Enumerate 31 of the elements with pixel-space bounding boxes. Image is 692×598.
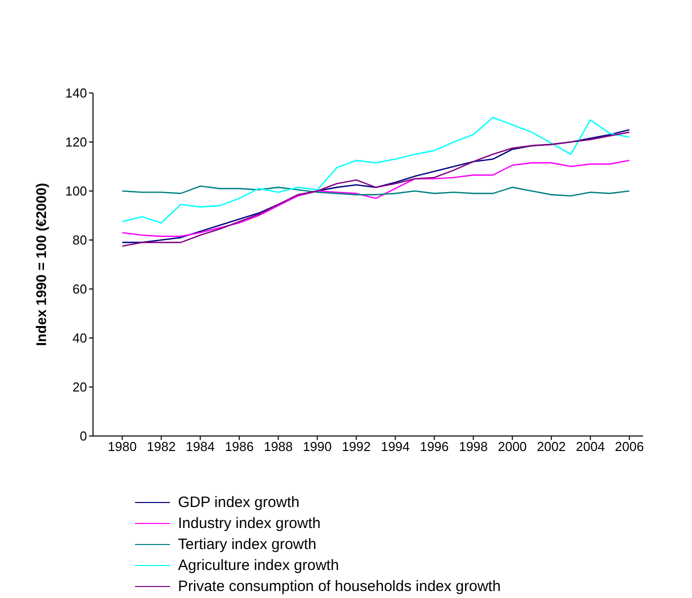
x-tick-label: 1998: [458, 439, 488, 454]
legend-label: Industry index growth: [178, 514, 321, 534]
line-series: [122, 160, 630, 237]
y-tick-label: 60: [72, 282, 87, 297]
legend-label: Tertiary index growth: [178, 535, 316, 555]
y-tick-label: 140: [65, 86, 87, 101]
x-tick-label: 1980: [108, 439, 137, 454]
y-tick-label: 80: [72, 232, 87, 248]
x-tick-label: 2006: [614, 439, 644, 454]
y-tick-label: 0: [80, 428, 87, 444]
y-tick-label: 40: [72, 330, 87, 346]
x-tick-label: 2002: [536, 439, 566, 454]
y-tick-label: 100: [65, 184, 87, 199]
x-tick-label: 1984: [186, 439, 215, 454]
legend-label: GDP index growth: [178, 493, 300, 513]
x-tick-label: 1982: [146, 439, 176, 454]
x-tick-label: 1992: [342, 439, 371, 454]
x-tick-label: 1994: [380, 439, 410, 454]
legend-label: Agriculture index growth: [178, 556, 339, 576]
y-tick-label: 120: [65, 134, 87, 150]
x-tick-label: 1986: [224, 439, 254, 454]
x-tick-label: 1988: [264, 439, 293, 454]
x-tick-label: 2000: [498, 439, 527, 454]
x-tick-label: 1990: [302, 439, 332, 454]
line-series: [122, 185, 630, 197]
y-axis-title: Index 1990 = 100 (€2000): [32, 182, 49, 346]
y-tick-label: 20: [72, 380, 87, 395]
line-series: [122, 116, 630, 224]
x-tick-label: 1996: [420, 439, 449, 454]
x-tick-label: 2004: [576, 439, 605, 454]
legend-label: Private consumption of households index growth: [178, 577, 501, 597]
